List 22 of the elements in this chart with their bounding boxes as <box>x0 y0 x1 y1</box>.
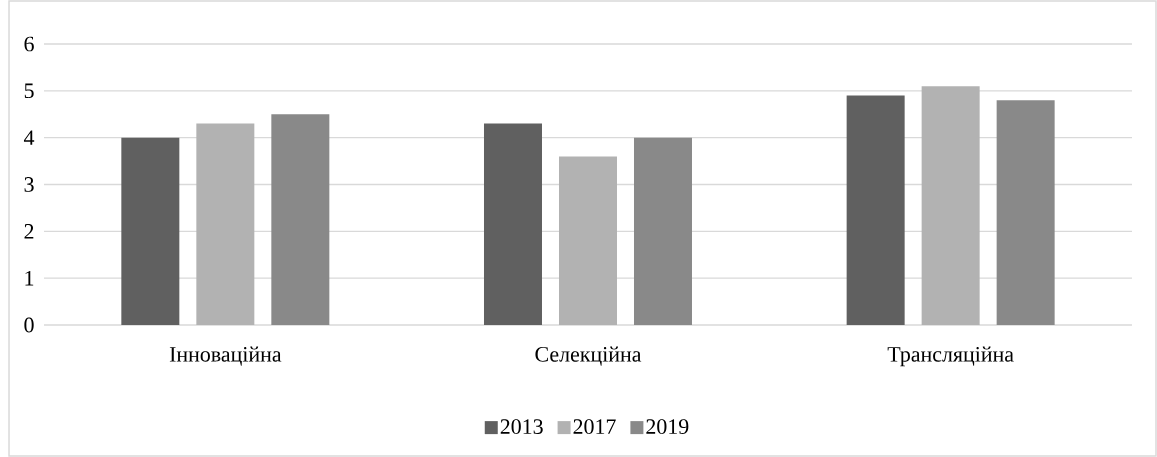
y-tick-label: 6 <box>24 36 34 52</box>
bar <box>558 156 617 325</box>
bar <box>921 86 980 325</box>
legend-label: 2017 <box>573 419 616 434</box>
y-tick-label: 3 <box>24 177 34 192</box>
x-tick-label: Інноваційна <box>169 346 282 366</box>
bar <box>996 100 1055 325</box>
bar <box>196 123 255 325</box>
bar <box>271 114 330 325</box>
bar <box>483 123 542 325</box>
bar <box>633 137 692 325</box>
bar <box>846 95 905 325</box>
y-tick-label: 5 <box>24 83 34 99</box>
y-tick-label: 1 <box>25 270 34 286</box>
y-tick-label: 0 <box>24 317 34 333</box>
legend-label: 2019 <box>646 419 689 434</box>
y-tick-label: 2 <box>24 224 34 239</box>
x-tick-label: Трансляційна <box>887 346 1014 367</box>
legend-label: 2013 <box>500 419 543 434</box>
y-tick-label: 4 <box>23 130 35 145</box>
bar <box>121 137 180 325</box>
x-tick-label: Селекційна <box>535 346 642 366</box>
